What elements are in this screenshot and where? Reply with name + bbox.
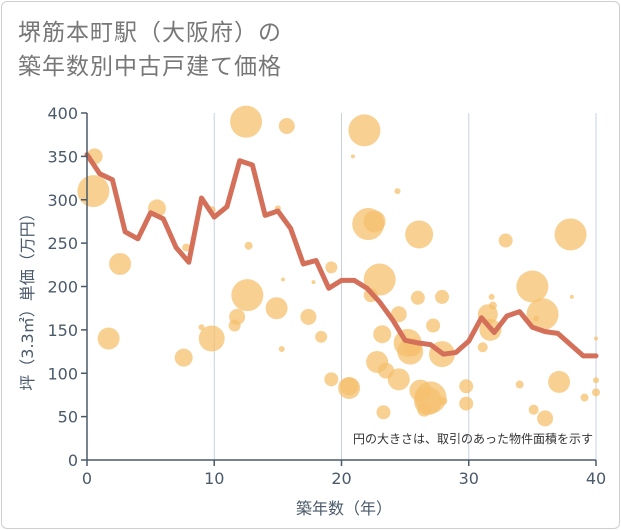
data-point [182,243,191,252]
data-point [376,405,391,420]
data-point [280,277,285,282]
y-tick-label: 250 [47,234,78,253]
data-point [230,105,263,138]
data-point [390,306,407,323]
data-point [174,348,193,367]
chart-title: 堺筋本町駅（大阪府）の 築年数別中古戸建て価格 [18,16,282,84]
y-tick-label: 200 [47,278,78,297]
x-tick-label: 30 [459,469,479,488]
y-tick-label: 350 [47,147,78,166]
data-point [387,368,410,391]
x-tick-label: 0 [82,469,92,488]
data-point [394,188,401,195]
y-tick-label: 150 [47,321,78,340]
data-point [477,342,488,353]
data-point [426,318,441,333]
bubble-size-note: 円の大きさは、取引のあった物件面積を示す [353,431,593,446]
y-tick-label: 0 [68,451,78,470]
data-point [459,379,474,394]
data-point [244,241,253,250]
x-tick-label: 20 [331,469,351,488]
data-point [414,381,447,414]
title-line-2: 築年数別中古戸建て価格 [18,54,282,80]
y-tick-label: 400 [47,104,78,123]
data-point [315,330,328,343]
data-point [580,393,589,402]
data-point [554,218,587,251]
y-tick-label: 50 [58,408,78,427]
data-point [198,325,225,352]
x-tick-label: 10 [204,469,224,488]
data-point [265,297,288,320]
data-point [548,370,571,393]
x-tick-label: 40 [586,469,606,488]
data-point [300,308,317,325]
tick-labels: 0 50 100 150 200 250 300 350 400 0 10 20 30 40 [47,104,606,488]
data-point [231,279,264,312]
title-line-1: 堺筋本町駅（大阪府）の [18,20,282,46]
data-point [278,118,295,135]
data-point [97,327,120,350]
data-point [363,210,386,233]
data-point [528,404,539,415]
data-point [340,377,359,396]
data-point [498,233,513,248]
data-point [373,325,392,344]
data-point [594,336,598,341]
data-point [278,345,285,352]
data-point [350,154,355,159]
data-point [410,290,425,305]
data-point [109,252,132,275]
data-point [516,270,549,303]
data-point [526,298,559,331]
y-tick-label: 100 [47,364,78,383]
data-point [324,372,339,387]
data-point [488,293,495,300]
data-point [405,220,434,249]
data-point [77,175,110,208]
average-price-line [84,152,599,359]
data-point [593,377,599,384]
data-point [488,301,497,310]
data-point [459,396,474,411]
data-point [439,397,448,406]
data-point [198,324,205,331]
data-point [515,380,524,389]
data-point [569,294,574,299]
data-point [311,280,316,285]
y-axis-label: 坪（3.3㎡）単価（万円） [18,205,37,390]
y-tick-label: 300 [47,191,78,210]
x-axis-label: 築年数（年） [296,499,392,518]
data-point [435,289,450,304]
data-point [229,308,246,325]
data-point [348,114,381,147]
data-point [363,263,396,296]
bubble-layer [77,105,600,427]
data-point [537,410,554,427]
data-point [592,388,600,397]
data-point [325,261,338,274]
